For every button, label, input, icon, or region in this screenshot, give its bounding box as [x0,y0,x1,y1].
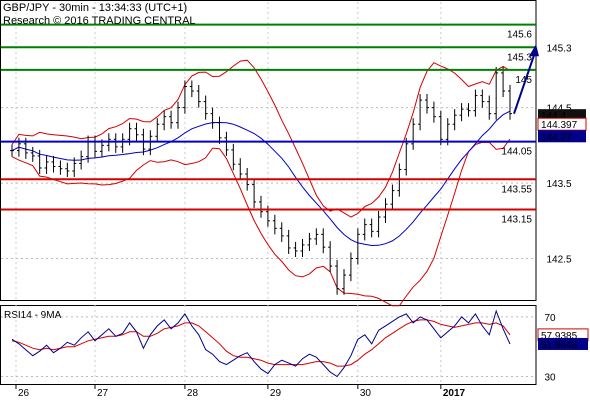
rsi-value-tag [538,337,588,350]
rsi-title: RSI14 - 9MA [4,310,62,321]
rsi-line [11,309,511,378]
x-tick-label: 28 [187,388,199,399]
price-tick-label: 142.5 [546,255,571,266]
price-tick-label: 145.3 [546,43,571,54]
price-tag [538,130,586,143]
x-tick-label: 27 [97,388,109,399]
level-label: 145.3 [507,52,532,63]
level-label: 145.6 [507,30,532,41]
bollinger-lower-band [11,138,511,307]
x-tick-label: 29 [270,388,282,399]
level-label: 143.15 [501,214,532,225]
chart-header-copyright: Research © 2016 TRADING CENTRAL [3,15,196,27]
moving-average-line [11,110,511,247]
level-label: 144.05 [501,147,532,158]
x-tick-label: 30 [360,388,372,399]
rsi-value-tag-label: 57.9385 [541,331,578,342]
price-tag-label: 144.397 [541,120,578,131]
level-label: 143.55 [501,184,532,195]
rsi-value-tag-label: 51.8645 [541,340,578,351]
rsi-tick-label: 30 [544,373,556,384]
price-tag-label: 144.4 [541,111,566,122]
level-label: 145 [515,75,532,86]
chart-header-symbol: GBP/JPY - 30min - 13:34:33 (UTC+1) [3,2,188,14]
rsi-tick-label: 70 [544,313,556,324]
price-tick-label: 144.5 [546,104,571,115]
x-tick-label: 2017 [443,388,466,399]
price-tag-label: 144.27 [541,132,572,143]
price-panel-frame [0,0,537,301]
price-tick-label: 143.5 [546,179,571,190]
forecast-arrow-shaft [513,54,535,114]
price-tag [537,117,587,131]
forecast-arrow-head [529,44,539,57]
x-tick-label: 26 [18,388,30,399]
